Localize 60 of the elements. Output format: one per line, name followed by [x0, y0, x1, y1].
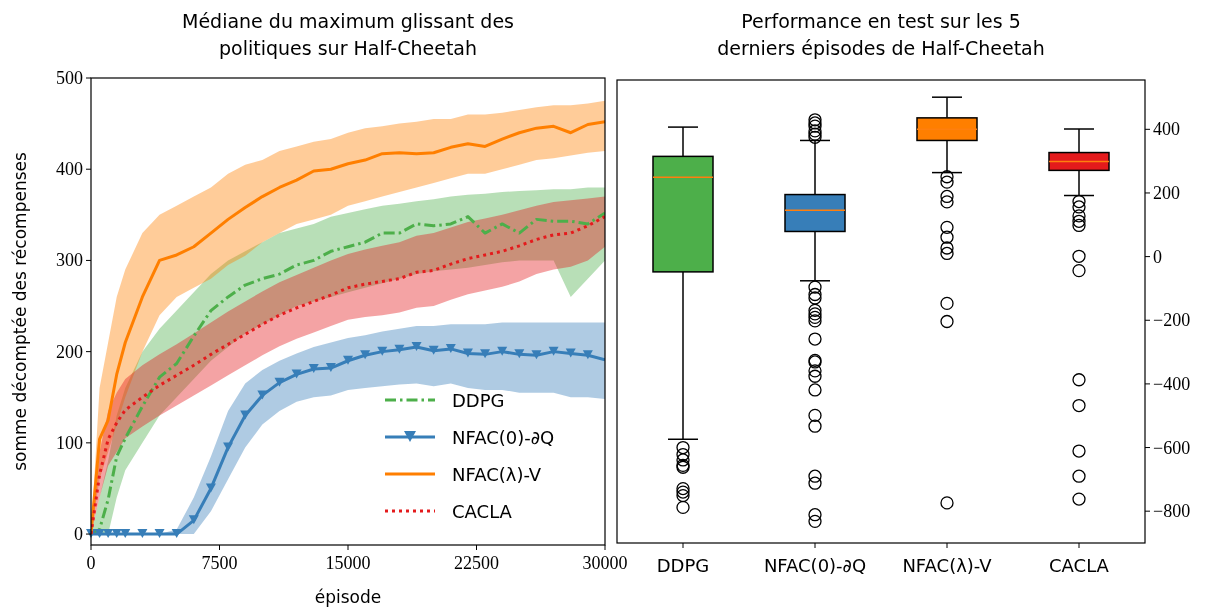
point [343, 355, 353, 365]
point [137, 529, 148, 539]
point [411, 342, 422, 352]
point [111, 529, 122, 539]
y-tick-label: 0 [1153, 246, 1162, 267]
x-tick-label: 0 [86, 553, 96, 573]
point [308, 363, 319, 373]
y-tick-label: 200 [1153, 182, 1180, 203]
y-tick-label: −600 [1153, 437, 1191, 458]
y-tick-label: 400 [56, 159, 83, 180]
y-tick-label: −800 [1153, 501, 1191, 522]
legend-label: NFAC(0)-∂Q [452, 427, 555, 448]
point [274, 377, 285, 387]
point [154, 529, 165, 539]
x-tick-label: 7500 [201, 553, 238, 573]
chart-title: Performance en test sur les 5 derniers épisodes de Half-Cheetah [717, 10, 1045, 59]
point [548, 346, 559, 356]
legend-label: CACLA [452, 501, 513, 522]
point [205, 483, 216, 493]
y-tick-label: 100 [56, 432, 83, 453]
x-tick-label: 22500 [454, 553, 499, 573]
point [120, 529, 131, 539]
point [394, 344, 405, 354]
x-tick-label: 15000 [325, 553, 371, 573]
point [514, 349, 525, 359]
point [188, 515, 199, 525]
point [462, 348, 473, 358]
point [582, 350, 593, 360]
y-tick-label: −200 [1153, 310, 1191, 331]
y-tick-label: 500 [56, 68, 83, 88]
point [445, 343, 456, 353]
point [497, 346, 508, 356]
point [223, 442, 234, 452]
y-tick-label: 200 [56, 341, 83, 362]
y-axis-title: somme décomptée des récompenses [10, 152, 30, 471]
x-tick-label: 30000 [582, 553, 628, 573]
point [171, 529, 182, 539]
y-tick-label: 400 [1153, 119, 1180, 140]
chart-title: Médiane du maximum glissant des politiques sur Half-Cheetah [182, 10, 514, 59]
x-tick-label: CACLA [1049, 555, 1110, 576]
point [291, 369, 302, 379]
point [325, 363, 336, 373]
point [94, 529, 105, 539]
point [377, 346, 388, 356]
point [103, 529, 114, 539]
point [531, 350, 542, 360]
y-tick-label: 300 [56, 250, 83, 271]
y-tick-label: −400 [1153, 373, 1191, 394]
legend-label: DDPG [452, 390, 505, 411]
legend-label: NFAC(λ)-V [452, 464, 542, 485]
point [428, 345, 439, 355]
point [257, 390, 268, 400]
x-tick-label: NFAC(0)-∂Q [763, 555, 867, 576]
y-tick-label: 0 [74, 524, 83, 545]
point [480, 349, 491, 359]
x-tick-label: NFAC(λ)-V [902, 555, 993, 576]
x-tick-label: DDPG [656, 555, 710, 576]
x-axis-title: épisode [314, 587, 382, 607]
point [565, 348, 576, 358]
point [360, 350, 371, 360]
